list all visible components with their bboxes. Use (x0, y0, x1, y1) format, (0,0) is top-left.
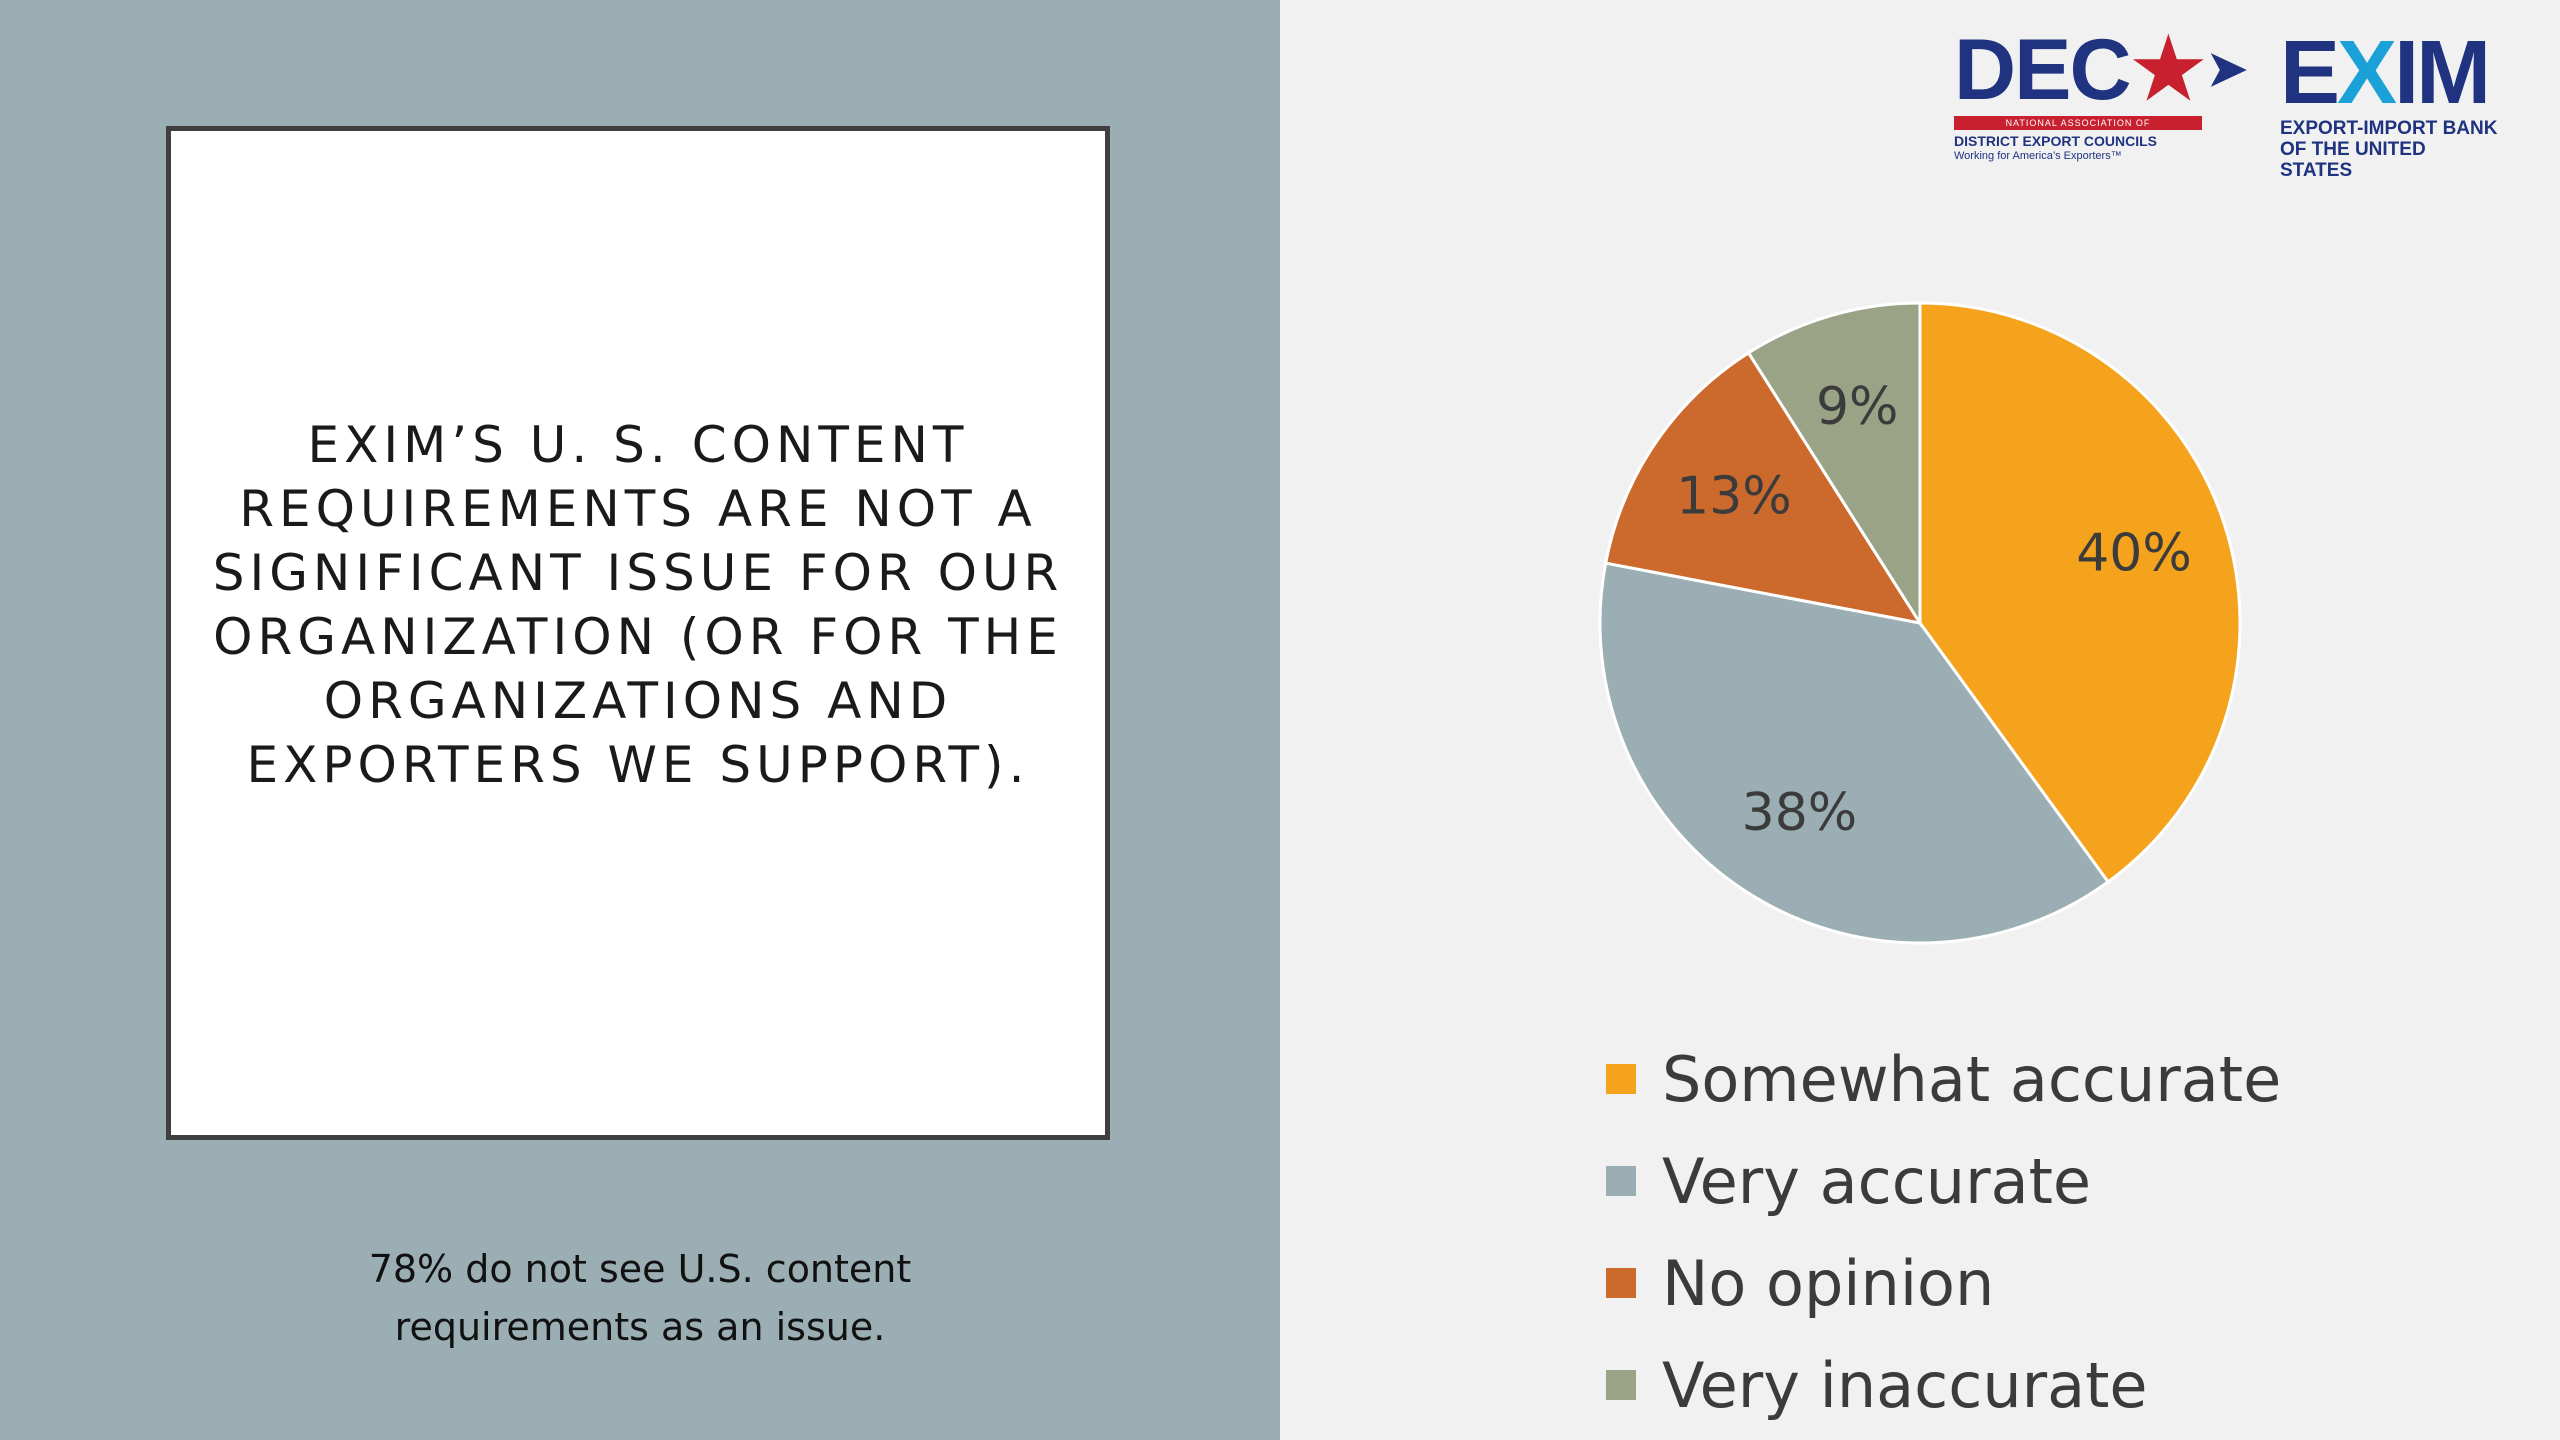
legend-item: Somewhat accurate (1606, 1028, 2281, 1130)
exim-logo-subtitle-2: OF THE UNITED STATES (2280, 139, 2426, 181)
arrow-icon: ➤ (2207, 43, 2247, 96)
legend-swatch (1606, 1268, 1636, 1298)
dec-logo-tagline: Working for America’s Exporters™ (1954, 150, 2122, 162)
exim-logo-im: IM (2394, 23, 2491, 123)
legend-swatch (1606, 1064, 1636, 1094)
slide-title: EXIM’s U. S. content requirements are no… (212, 416, 1064, 794)
legend-label: Very inaccurate (1662, 1348, 2148, 1422)
pie-chart: 40% 38% 13% 9% (1598, 301, 2242, 945)
pie-slice-no-opinion (1603, 350, 1924, 626)
title-box: EXIM’s U. S. content requirements are no… (166, 126, 1110, 1140)
logos: DEC ★ ➤ NATIONAL ASSOCIATION OF DISTRICT… (1954, 22, 2500, 181)
dec-logo-bar: NATIONAL ASSOCIATION OF (1954, 116, 2202, 130)
caption-line-1: 78% do not see U.S. content (368, 1247, 912, 1291)
pie-slice-very-accurate (1598, 561, 2111, 945)
pie-slice-very-inaccurate (1746, 301, 1922, 629)
left-panel: EXIM’s U. S. content requirements are no… (0, 0, 1280, 1440)
legend-label: Very accurate (1662, 1144, 2092, 1218)
caption: 78% do not see U.S. content requirements… (300, 1240, 980, 1356)
slice-label: 40% (2076, 523, 2192, 583)
star-icon: ★ (2131, 24, 2206, 115)
slice-label: 38% (1742, 783, 1858, 843)
legend-swatch (1606, 1166, 1636, 1196)
exim-logo-x: X (2337, 23, 2397, 123)
exim-logo-word: EXIM (2280, 28, 2500, 118)
legend-label: Somewhat accurate (1662, 1042, 2282, 1116)
legend-item: Very accurate (1606, 1130, 2281, 1232)
exim-logo-subtitle-1: EXPORT-IMPORT BANK (2280, 118, 2498, 139)
chart-legend: Somewhat accurate Very accurate No opinion… (1606, 1028, 2281, 1436)
dec-logo-word: DEC (1954, 22, 2132, 118)
slice-label: 9% (1816, 377, 1899, 437)
legend-item: No opinion (1606, 1232, 2281, 1334)
legend-label: No opinion (1662, 1246, 1995, 1320)
dec-logo-subtitle: DISTRICT EXPORT COUNCILS (1954, 133, 2158, 149)
caption-line-2: requirements as an issue. (394, 1305, 886, 1349)
legend-item: Very inaccurate (1606, 1334, 2281, 1436)
dec-logo: DEC ★ ➤ NATIONAL ASSOCIATION OF DISTRICT… (1954, 22, 2247, 162)
exim-logo: EXIM EXPORT-IMPORT BANK OF THE UNITED ST… (2280, 28, 2500, 181)
legend-swatch (1606, 1370, 1636, 1400)
pie-slice-somewhat-accurate (1918, 301, 2242, 884)
slice-label: 13% (1676, 467, 1792, 527)
exim-logo-e: E (2280, 23, 2340, 123)
